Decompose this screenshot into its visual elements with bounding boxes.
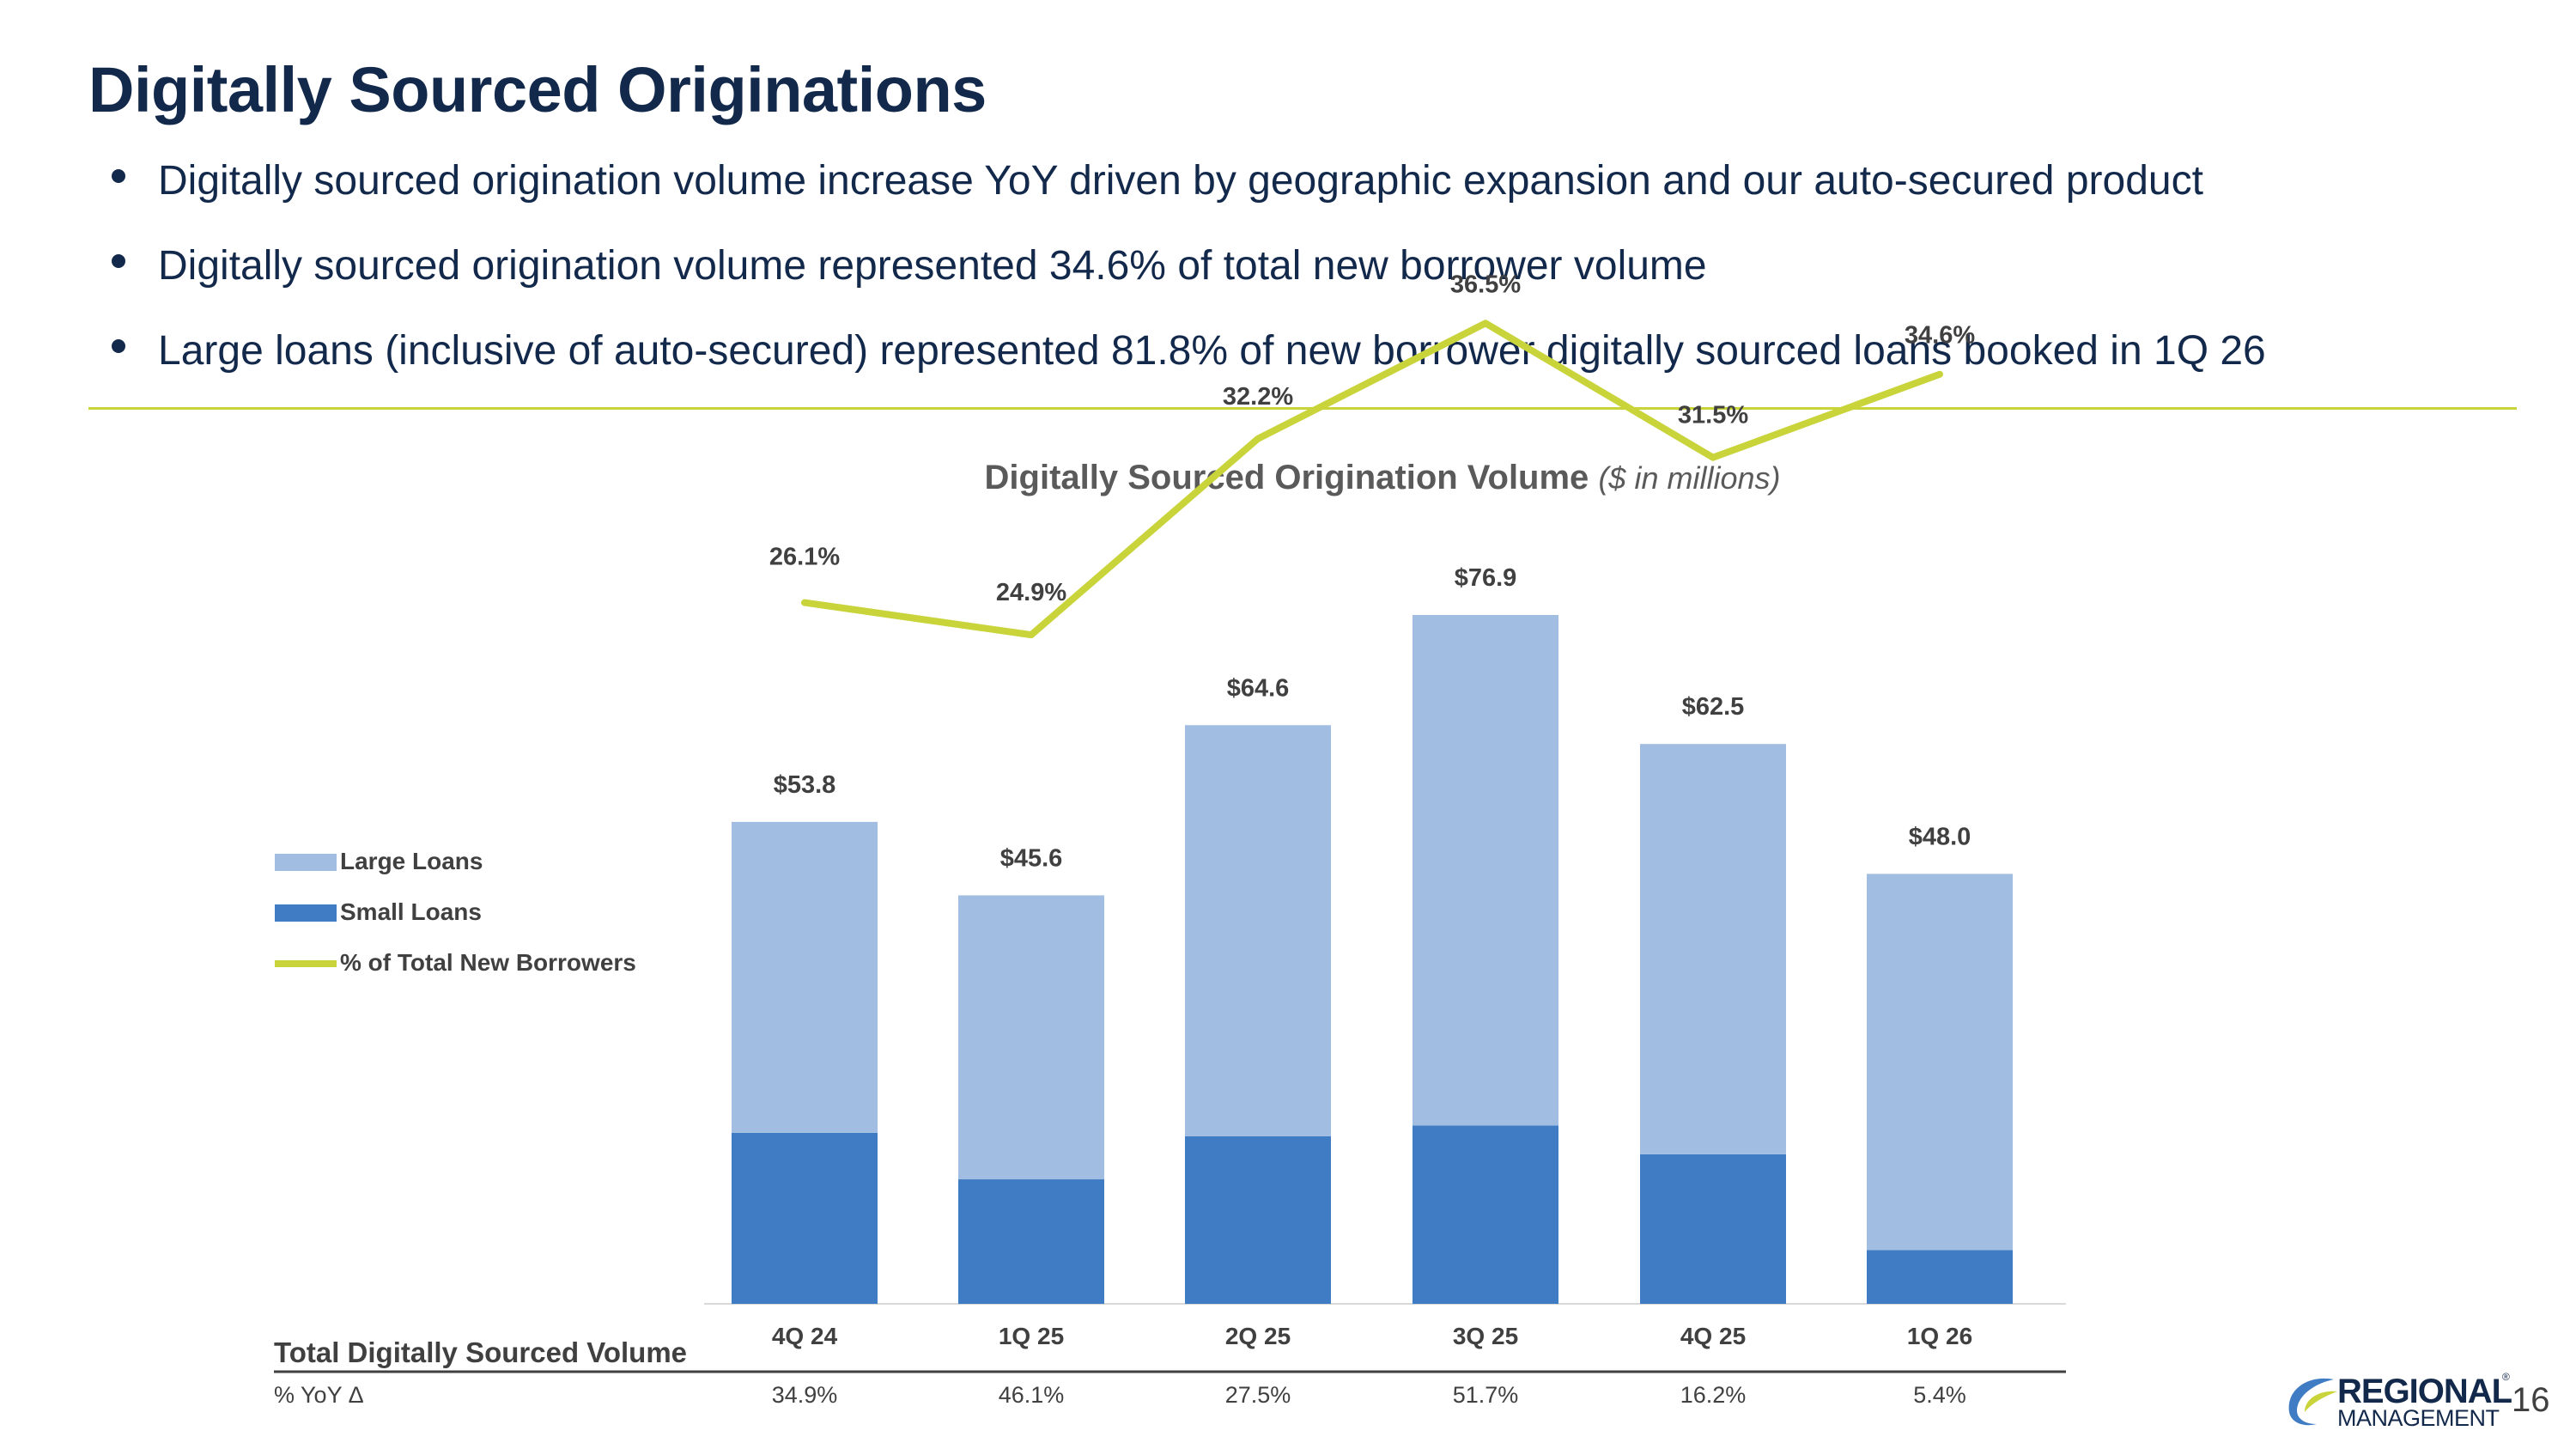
bar-small-loans <box>958 1179 1104 1304</box>
bullet-dot-icon <box>112 339 125 353</box>
bullet-text: Large loans (inclusive of auto-secured) … <box>158 328 2266 374</box>
pct-data-label: 26.1% <box>769 544 840 571</box>
chart-title-subtitle: ($ in millions) <box>1598 460 1781 496</box>
bar-total-label: $53.8 <box>774 771 836 799</box>
x-tick-label: 2Q 25 <box>1225 1323 1291 1349</box>
bar-total-label: $45.6 <box>1000 844 1063 872</box>
pct-data-label: 34.6% <box>1905 322 1975 350</box>
bar-large-loans <box>958 895 1104 1180</box>
slide-number: 16 <box>2512 1381 2550 1419</box>
chart-title: Digitally Sourced Origination Volume ($ … <box>0 459 2576 497</box>
table-row-label-total: Total Digitally Sourced Volume <box>274 1336 687 1368</box>
yoy-change-value: 34.9% <box>772 1382 838 1408</box>
bar-total-label: $64.6 <box>1227 674 1290 702</box>
bullet-text: Digitally sourced origination volume inc… <box>158 158 2203 204</box>
chart-title-main: Digitally Sourced Origination Volume <box>984 459 1589 496</box>
bar-large-loans <box>1867 874 2013 1251</box>
bar-large-loans <box>732 821 878 1133</box>
bar-small-loans <box>1413 1125 1558 1304</box>
legend-swatch-large-loans <box>275 854 337 871</box>
bar-large-loans <box>1185 725 1331 1136</box>
x-tick-label: 1Q 26 <box>1907 1323 1972 1349</box>
bar-large-loans <box>1640 744 1786 1154</box>
logo-trademark: ® <box>2502 1371 2510 1383</box>
bar-large-loans <box>1413 615 1558 1126</box>
logo-text-line2: MANAGEMENT <box>2337 1405 2500 1431</box>
bar-small-loans <box>1185 1135 1331 1304</box>
pct-data-label: 36.5% <box>1450 271 1521 298</box>
bullet-dot-icon <box>112 169 125 183</box>
yoy-change-value: 16.2% <box>1680 1382 1747 1408</box>
pct-new-borrowers-line <box>801 320 1943 639</box>
page-title: Digitally Sourced Originations <box>88 54 987 125</box>
bar-total-label: $76.9 <box>1455 564 1517 592</box>
x-tick-label: 4Q 24 <box>772 1323 838 1349</box>
company-logo: REGIONAL ® MANAGEMENT <box>2287 1371 2512 1431</box>
legend-label-large-loans: Large Loans <box>340 848 483 874</box>
bar-total-label: $62.5 <box>1682 693 1745 721</box>
yoy-change-value: 27.5% <box>1225 1382 1291 1408</box>
logo-text-line1: REGIONAL <box>2337 1373 2512 1410</box>
yoy-change-value: 5.4% <box>1913 1382 1966 1408</box>
bullet-text: Digitally sourced origination volume rep… <box>158 243 1707 289</box>
divider-rule <box>88 407 2517 410</box>
x-tick-label: 1Q 25 <box>999 1323 1064 1349</box>
bullet-dot-icon <box>112 254 125 268</box>
bar-small-loans <box>732 1132 878 1304</box>
x-tick-label: 4Q 25 <box>1680 1323 1746 1349</box>
bullet-list: Digitally sourced origination volume inc… <box>0 0 2576 395</box>
bar-small-loans <box>1867 1250 2013 1304</box>
legend-label-small-loans: Small Loans <box>340 898 482 925</box>
table-row-label-yoy: % YoY Δ <box>274 1382 364 1408</box>
pct-data-label: 32.2% <box>1223 383 1293 411</box>
yoy-change-value: 46.1% <box>999 1382 1065 1408</box>
pct-data-label: 24.9% <box>996 579 1066 606</box>
legend-label-pct: % of Total New Borrowers <box>340 949 636 976</box>
bar-small-loans <box>1640 1154 1786 1304</box>
bar-total-label: $48.0 <box>1909 823 1971 850</box>
x-tick-label: 3Q 25 <box>1453 1323 1518 1349</box>
pct-data-label: 31.5% <box>1678 402 1748 429</box>
logo-swoosh-icon <box>2288 1378 2337 1426</box>
yoy-change-value: 51.7% <box>1453 1382 1519 1408</box>
legend-swatch-small-loans <box>275 904 337 922</box>
